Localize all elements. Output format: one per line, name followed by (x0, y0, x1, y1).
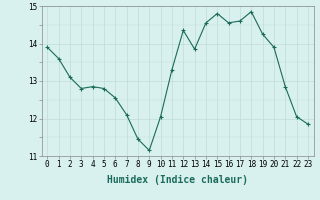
X-axis label: Humidex (Indice chaleur): Humidex (Indice chaleur) (107, 175, 248, 185)
